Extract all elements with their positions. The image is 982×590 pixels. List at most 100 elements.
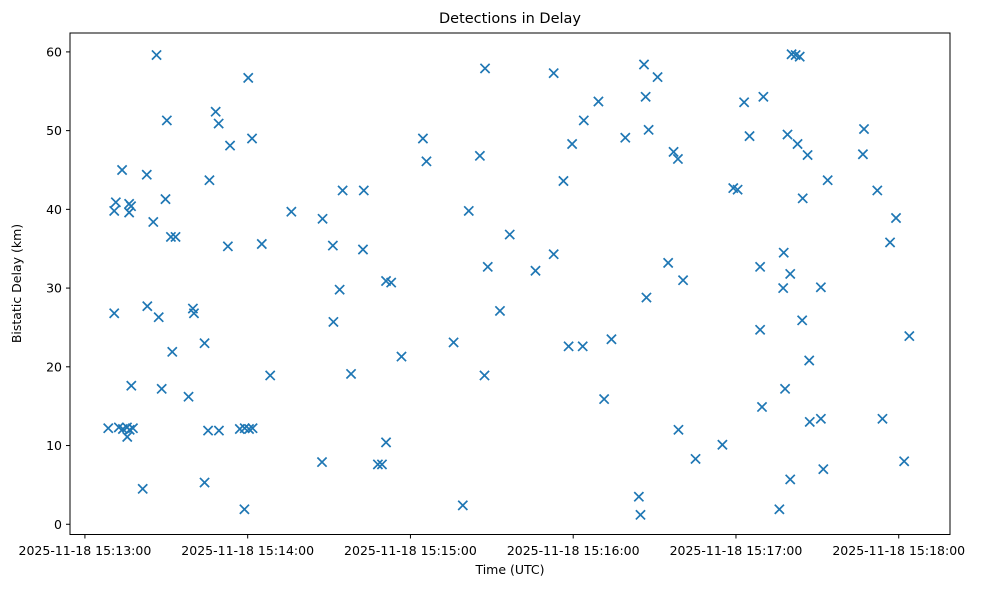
data-point-marker: [774, 504, 785, 515]
data-point-marker: [345, 368, 357, 380]
data-point-marker: [141, 169, 152, 180]
data-point-marker: [779, 383, 791, 395]
data-point-marker: [183, 391, 194, 402]
plot-border: [69, 32, 951, 535]
x-tick-label: 2025-11-18 15:14:00: [181, 543, 314, 558]
data-point-marker: [756, 401, 768, 413]
data-point-marker: [566, 138, 578, 150]
data-point-marker: [222, 241, 234, 252]
data-point-marker: [463, 205, 474, 217]
x-axis: 2025-11-18 15:13:00 2025-11-18 15:14:00 20…: [19, 534, 965, 558]
data-point-marker: [777, 282, 789, 294]
data-point-marker: [137, 483, 148, 495]
data-point-marker: [199, 477, 210, 488]
data-point-marker: [160, 193, 171, 205]
axes-spines: [69, 32, 951, 535]
data-point-marker: [690, 453, 701, 465]
data-point-marker: [884, 237, 896, 248]
data-point-marker: [239, 504, 250, 515]
y-tick-label: 60: [46, 44, 62, 59]
data-point-marker: [167, 346, 178, 358]
data-point-marker: [638, 59, 650, 70]
data-point-marker: [448, 337, 459, 348]
data-point-marker: [125, 201, 137, 212]
data-point-marker: [890, 212, 902, 224]
data-point-marker: [641, 292, 652, 303]
data-point-marker: [858, 123, 870, 135]
data-point-marker: [872, 185, 883, 196]
data-point-marker: [815, 282, 827, 293]
data-point-marker: [578, 115, 589, 126]
data-point-marker: [247, 423, 258, 434]
data-point-marker: [782, 129, 793, 140]
data-point-marker: [662, 257, 674, 269]
data-point-marker: [548, 67, 559, 79]
data-point-marker: [385, 277, 397, 288]
data-point-marker: [494, 305, 506, 317]
data-point-marker: [376, 459, 388, 470]
data-point-marker: [316, 456, 328, 468]
data-point-marker: [786, 49, 797, 60]
data-point-marker: [606, 334, 617, 345]
data-point-marker: [224, 140, 236, 151]
data-point-marker: [421, 156, 432, 167]
data-point-marker: [213, 118, 224, 129]
data-point-marker: [732, 184, 743, 195]
y-axis: 0 10 20 30 40 50 60: [46, 44, 70, 532]
data-point-marker: [264, 370, 276, 381]
data-point-marker: [643, 124, 654, 136]
data-point-marker: [474, 150, 486, 162]
y-axis-label: Bistatic Delay (km): [9, 224, 24, 343]
data-point-marker: [357, 244, 369, 255]
data-point-marker: [738, 97, 750, 108]
data-point-marker: [109, 308, 120, 319]
data-point-marker: [479, 370, 490, 381]
data-point-marker: [243, 423, 255, 435]
data-point-marker: [372, 459, 384, 470]
data-point-marker: [640, 91, 651, 102]
data-point-marker: [598, 393, 610, 405]
data-point-marker: [210, 106, 221, 117]
data-point-marker: [548, 249, 559, 260]
data-point-marker: [380, 437, 392, 448]
data-point-marker: [785, 268, 796, 280]
data-point-marker: [161, 115, 173, 126]
data-point-marker: [202, 425, 214, 436]
data-point-marker: [778, 247, 789, 258]
data-point-marker: [857, 149, 869, 160]
x-axis-label: Time (UTC): [474, 562, 544, 577]
data-point-marker: [142, 300, 153, 312]
data-point-marker: [593, 96, 604, 107]
data-point-marker: [635, 509, 646, 521]
data-point-marker: [482, 261, 493, 273]
data-point-marker: [633, 491, 645, 502]
data-point-marker: [815, 413, 827, 424]
data-point-marker: [504, 229, 515, 240]
data-point-marker: [286, 206, 297, 217]
data-point-marker: [797, 193, 808, 204]
y-tick-label: 10: [46, 438, 62, 453]
data-point-marker: [148, 216, 159, 228]
data-point-marker: [358, 185, 369, 196]
x-tick-label: 2025-11-18 15:18:00: [832, 543, 965, 558]
data-point-marker: [877, 413, 888, 424]
data-point-marker: [577, 341, 588, 352]
data-point-marker: [153, 312, 164, 323]
data-point-marker: [620, 132, 631, 143]
data-point-marker: [103, 423, 114, 434]
data-point-marker: [677, 275, 689, 286]
data-point-marker: [672, 153, 684, 165]
data-point-marker: [116, 164, 128, 176]
data-point-marker: [126, 380, 137, 391]
y-tick-label: 20: [46, 359, 62, 374]
data-point-marker: [151, 49, 162, 61]
data-point-marker: [818, 463, 829, 475]
data-point-marker: [785, 474, 796, 485]
x-tick-label: 2025-11-18 15:16:00: [507, 543, 640, 558]
data-point-marker: [123, 207, 135, 218]
data-point-marker: [124, 424, 135, 435]
chart-title: Detections in Delay: [439, 11, 581, 27]
data-point-marker: [188, 308, 200, 319]
